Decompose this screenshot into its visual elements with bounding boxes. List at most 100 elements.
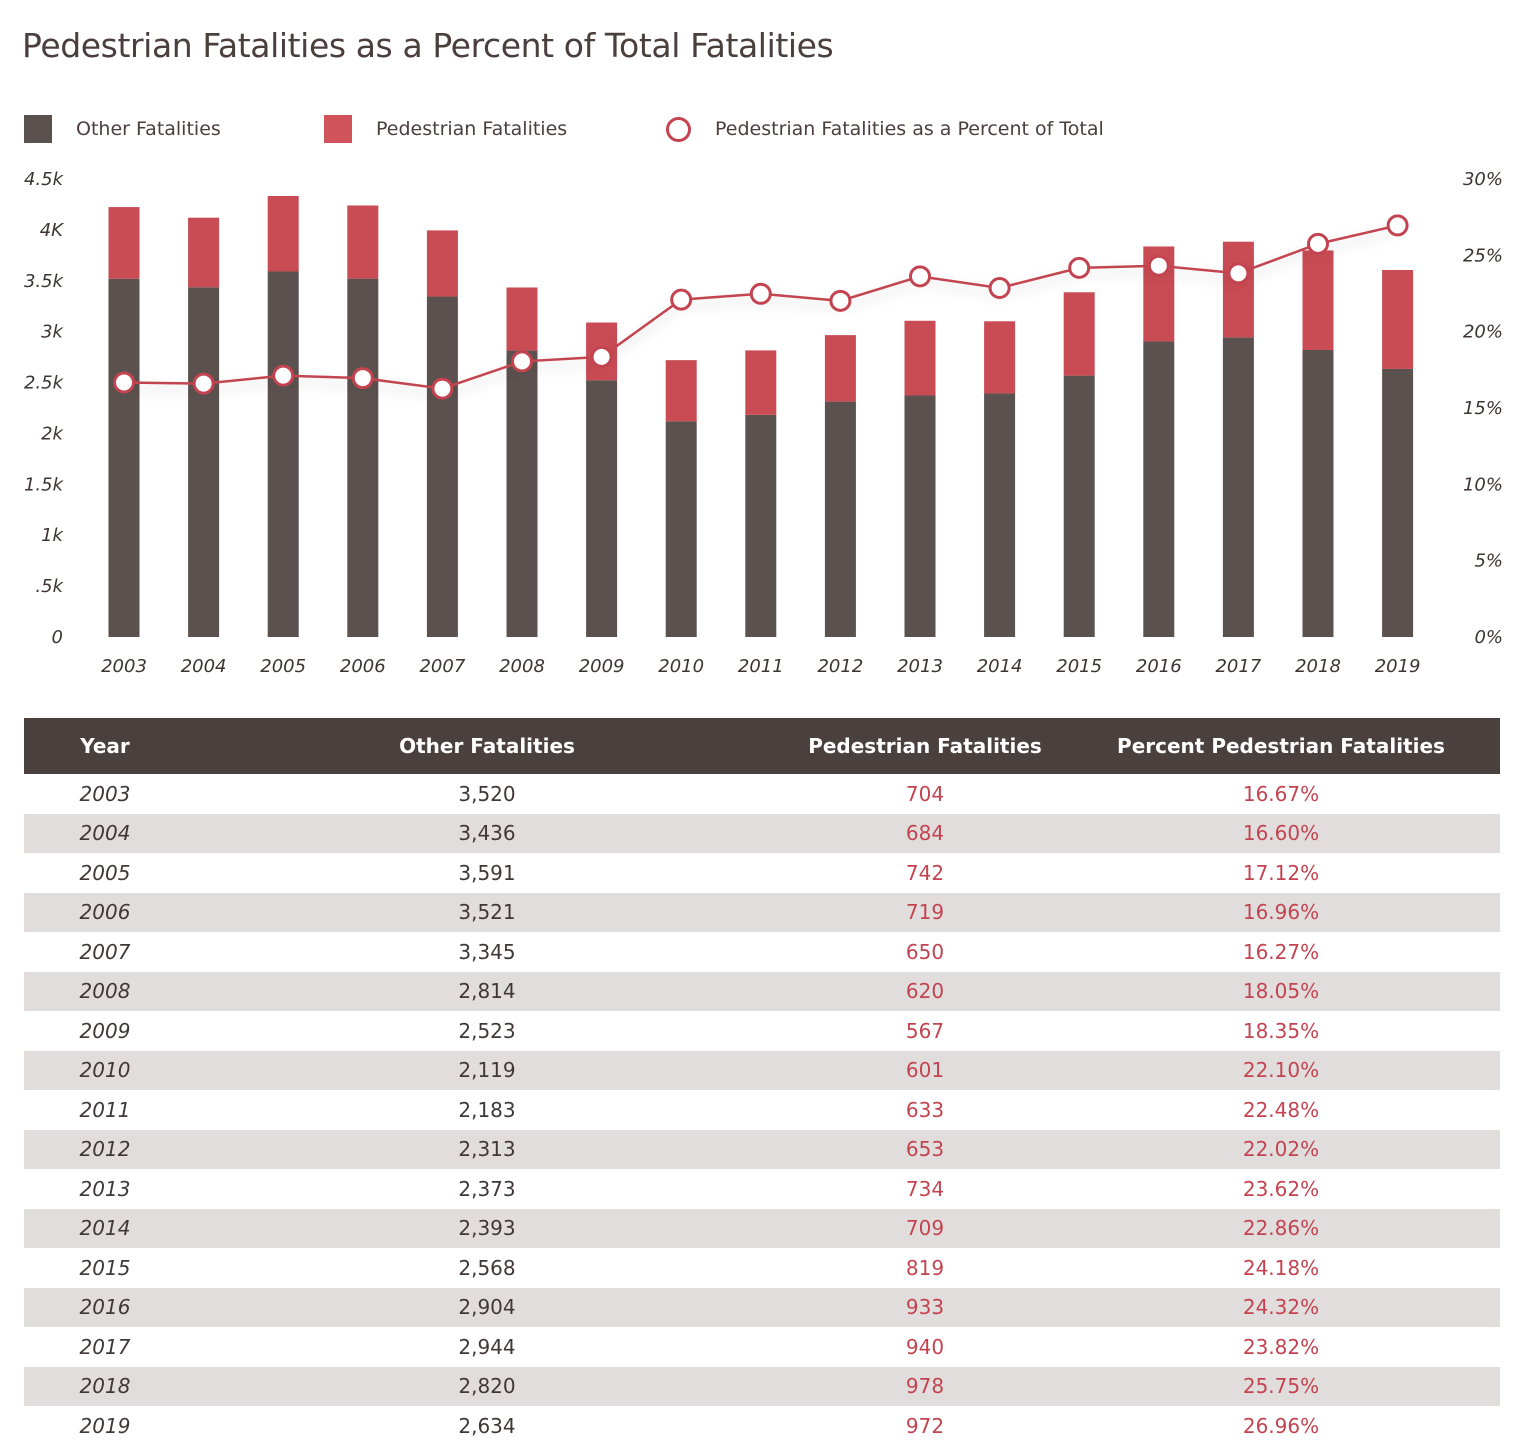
cell-other: 2,814: [186, 971, 788, 1011]
legend-swatch-pedestrian: [324, 115, 352, 143]
bar-pedestrian-fatalities: [1382, 269, 1414, 369]
cell-year: 2017: [79, 1334, 131, 1359]
cell-other: 2,820: [186, 1366, 788, 1406]
cell-year: 2010: [24, 1050, 186, 1090]
x-tick-label: 2017: [1215, 656, 1261, 677]
bar-pedestrian-fatalities: [904, 320, 936, 396]
cell-other: 2,944: [458, 1334, 516, 1359]
table-row: 2019 2,634 972 26.96%: [24, 1406, 1500, 1446]
cell-other: 3,591: [458, 860, 516, 885]
table-row: 2011 2,183 633 22.48%: [24, 1090, 1500, 1130]
x-tick-label: 2019: [1375, 656, 1421, 677]
cell-pedestrian: 742: [905, 860, 945, 885]
cell-pedestrian: 709: [788, 1208, 1062, 1248]
cell-pedestrian: 684: [788, 813, 1062, 853]
y-right-tick-label: 30%: [1463, 169, 1503, 190]
cell-year: 2012: [24, 1129, 186, 1169]
cell-percent: 24.32%: [1062, 1287, 1500, 1327]
table-row: 2003 3,520 704 16.67%: [24, 774, 1500, 814]
bar-other-fatalities: [824, 401, 856, 637]
cell-other: 2,393: [186, 1208, 788, 1248]
percent-point: [1307, 232, 1329, 255]
x-tick-label: 2016: [1136, 656, 1182, 677]
bar-pedestrian-fatalities: [347, 205, 379, 279]
bar-other-fatalities: [586, 380, 618, 637]
percent-point: [909, 265, 931, 288]
bar-other-fatalities: [267, 271, 299, 637]
cell-percent: 23.82%: [1242, 1334, 1320, 1359]
table-row: 2013 2,373 734 23.62%: [24, 1169, 1500, 1209]
y-left-tick-label: 2k: [41, 423, 64, 444]
table-row: 2015 2,568 819 24.18%: [24, 1248, 1500, 1288]
bar-pedestrian-fatalities: [984, 321, 1016, 394]
cell-pedestrian: 620: [788, 971, 1062, 1011]
percent-point: [670, 288, 693, 311]
bar-other-fatalities: [506, 350, 538, 637]
cell-percent: 22.86%: [1062, 1208, 1500, 1248]
table-row: 2008 2,814 620 18.05%: [24, 971, 1500, 1011]
y-left-tick-label: 4K: [40, 220, 64, 241]
header-year: Year: [24, 718, 186, 774]
x-axis: 2003 2004 2005 2006 2007 2008 2009 2010 2011 2012…: [101, 656, 1420, 677]
cell-other: 2,904: [186, 1287, 788, 1327]
cell-percent: 24.18%: [1242, 1255, 1320, 1280]
table-row: 2016 2,904 933 24.32%: [24, 1287, 1500, 1327]
percent-point: [1227, 262, 1250, 285]
bar-pedestrian-fatalities: [267, 195, 299, 272]
y-axis-right: 0% 5% 10% 15% 20% 25% 30%: [1463, 169, 1503, 648]
bar-other-fatalities: [665, 421, 697, 637]
table-row: 2009 2,523 567 18.35%: [24, 1011, 1500, 1051]
legend-item-pedestrian: Pedestrian Fatalities: [324, 112, 567, 146]
percent-point: [511, 350, 533, 373]
bar-pedestrian-fatalities: [1302, 250, 1334, 350]
percent-point: [272, 364, 295, 387]
bar-other-fatalities: [1143, 341, 1175, 637]
percent-point: [351, 367, 374, 390]
table-row: 2017 2,944 940 23.82%: [24, 1327, 1500, 1367]
legend-marker-percent: [666, 116, 691, 142]
bar-other-fatalities: [426, 296, 458, 637]
bar-other-fatalities: [1302, 349, 1334, 637]
table-row: 2004 3,436 684 16.60%: [24, 813, 1500, 853]
x-tick-label: 2009: [579, 656, 625, 677]
percent-point: [1386, 214, 1409, 237]
y-right-tick-label: 25%: [1463, 245, 1503, 266]
percent-point: [192, 372, 215, 395]
cell-percent: 23.62%: [1242, 1176, 1320, 1201]
bar-pedestrian-fatalities: [1222, 241, 1254, 338]
cell-other: 2,373: [458, 1176, 516, 1201]
cell-percent: 26.96%: [1242, 1413, 1320, 1438]
cell-year: 2018: [24, 1366, 186, 1406]
cell-pedestrian: 978: [788, 1366, 1062, 1406]
cell-year: 2019: [79, 1413, 131, 1438]
cell-percent: 16.96%: [1062, 892, 1500, 932]
cell-year: 2006: [24, 892, 186, 932]
data-table: Year Other Fatalities Pedestrian Fatalit…: [24, 718, 1500, 1446]
y-axis-left: 0 .5k 1k 1.5k 2k 2.5k 3k 3.5k 4K 4.5k: [24, 169, 65, 648]
x-tick-label: 2003: [101, 656, 147, 677]
x-tick-label: 2011: [738, 656, 784, 677]
y-right-tick-label: 10%: [1463, 474, 1503, 495]
bar-other-fatalities: [1222, 337, 1254, 637]
table-row: 2012 2,313 653 22.02%: [24, 1129, 1500, 1169]
x-tick-label: 2008: [499, 656, 545, 677]
table-row: 2006 3,521 719 16.96%: [24, 892, 1500, 932]
header-other: Other Fatalities: [186, 718, 788, 774]
bar-pedestrian-fatalities: [506, 287, 538, 351]
percent-point: [988, 277, 1011, 300]
y-left-tick-label: 0: [52, 627, 63, 648]
cell-pedestrian: 650: [905, 939, 945, 964]
table-row: 2018 2,820 978 25.75%: [24, 1366, 1500, 1406]
cell-percent: 16.60%: [1062, 813, 1500, 853]
cell-other: 3,345: [458, 939, 516, 964]
cell-percent: 17.12%: [1242, 860, 1320, 885]
bar-pedestrian-fatalities: [188, 217, 220, 288]
header-percent: Percent Pedestrian Fatalities: [1062, 718, 1500, 774]
x-tick-label: 2014: [977, 656, 1023, 677]
bar-other-fatalities: [1063, 375, 1095, 637]
x-tick-label: 2018: [1295, 656, 1341, 677]
x-tick-label: 2006: [340, 656, 386, 677]
cell-other: 2,568: [458, 1255, 516, 1280]
cell-other: 2,313: [186, 1129, 788, 1169]
x-tick-label: 2012: [817, 656, 863, 677]
